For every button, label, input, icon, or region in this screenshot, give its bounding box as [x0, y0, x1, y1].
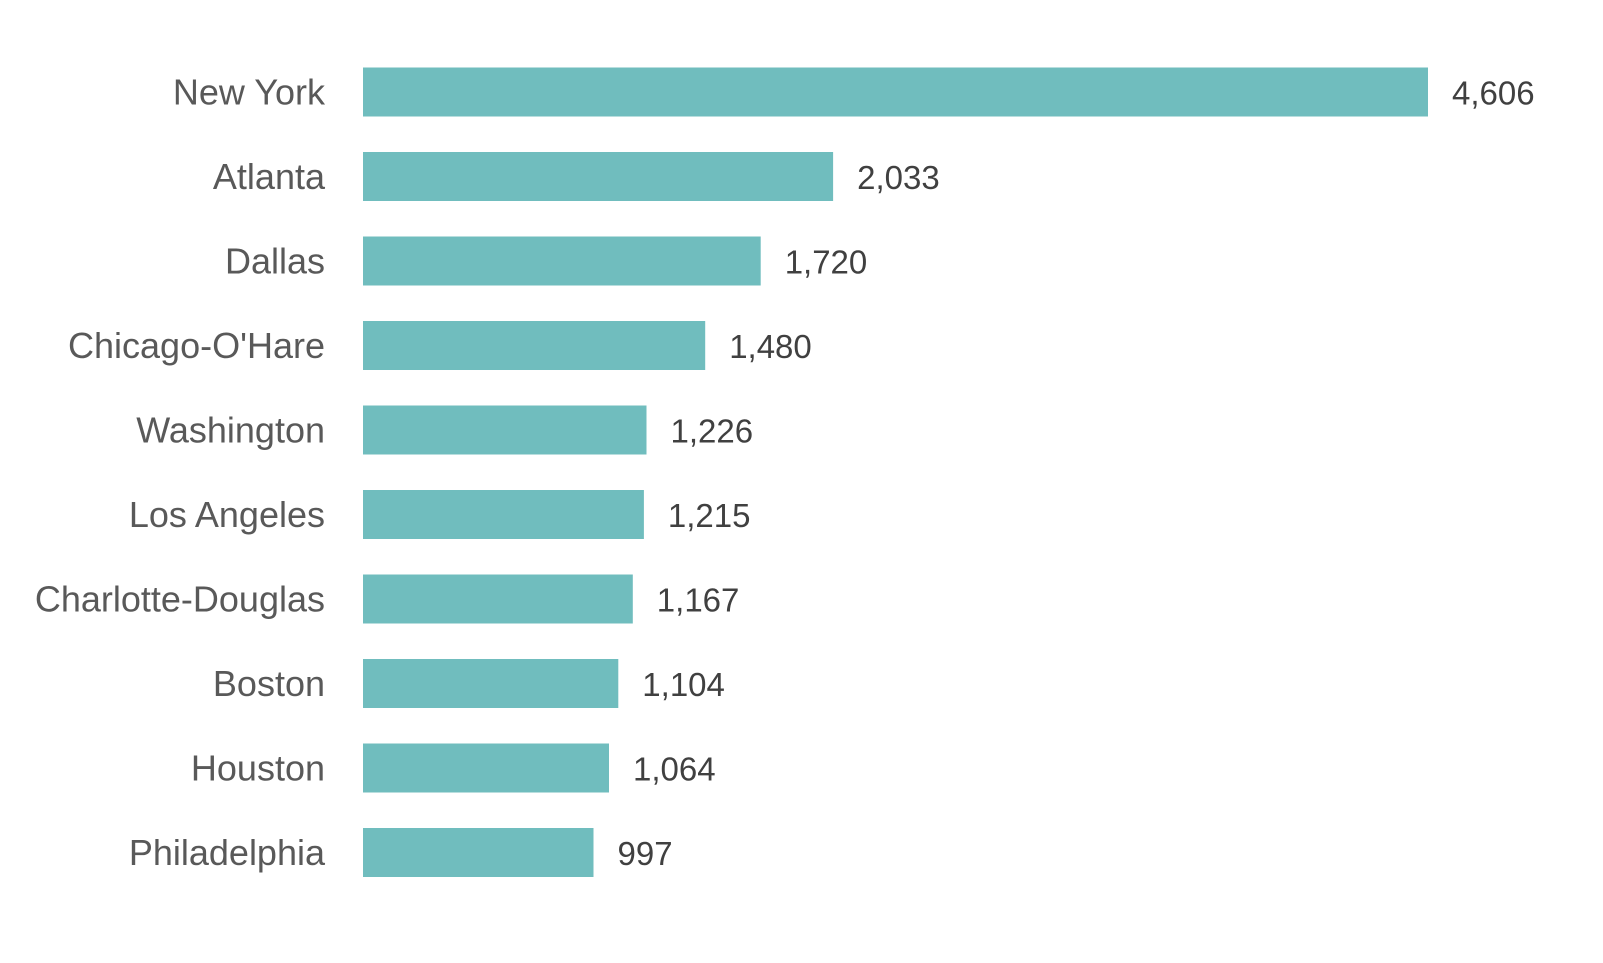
bars-group: [363, 67, 1428, 877]
category-label-1: Atlanta: [213, 156, 326, 197]
value-label-9: 997: [618, 835, 673, 872]
bar-6: [363, 574, 633, 624]
value-label-6: 1,167: [657, 582, 740, 619]
bar-7: [363, 659, 619, 708]
value-label-2: 1,720: [785, 244, 868, 281]
category-label-4: Washington: [136, 410, 325, 451]
value-label-0: 4,606: [1452, 75, 1535, 112]
category-label-7: Boston: [213, 663, 325, 704]
category-label-0: New York: [173, 72, 326, 113]
bar-5: [363, 490, 644, 539]
category-label-3: Chicago-O'Hare: [68, 325, 325, 366]
value-labels: 4,606 2,033 1,720 1,480 1,226 1,215 1,167 1,104…: [618, 75, 1535, 873]
value-label-8: 1,064: [633, 751, 716, 788]
value-label-7: 1,104: [642, 666, 725, 703]
category-labels: New York Atlanta Dallas Chicago-O'Hare Washi…: [35, 72, 326, 874]
category-label-8: Houston: [191, 748, 325, 789]
bar-2: [363, 236, 761, 286]
bar-0: [363, 67, 1428, 117]
value-label-1: 2,033: [857, 159, 940, 196]
value-label-5: 1,215: [668, 497, 751, 534]
value-label-4: 1,226: [671, 413, 754, 450]
category-label-5: Los Angeles: [129, 494, 325, 535]
value-label-3: 1,480: [729, 328, 812, 365]
category-label-2: Dallas: [225, 241, 325, 282]
bar-3: [363, 321, 706, 370]
bar-4: [363, 405, 647, 455]
bar-9: [363, 828, 594, 877]
bar-1: [363, 152, 834, 201]
category-label-9: Philadelphia: [129, 832, 326, 873]
category-label-6: Charlotte-Douglas: [35, 579, 325, 620]
bar-8: [363, 743, 609, 793]
